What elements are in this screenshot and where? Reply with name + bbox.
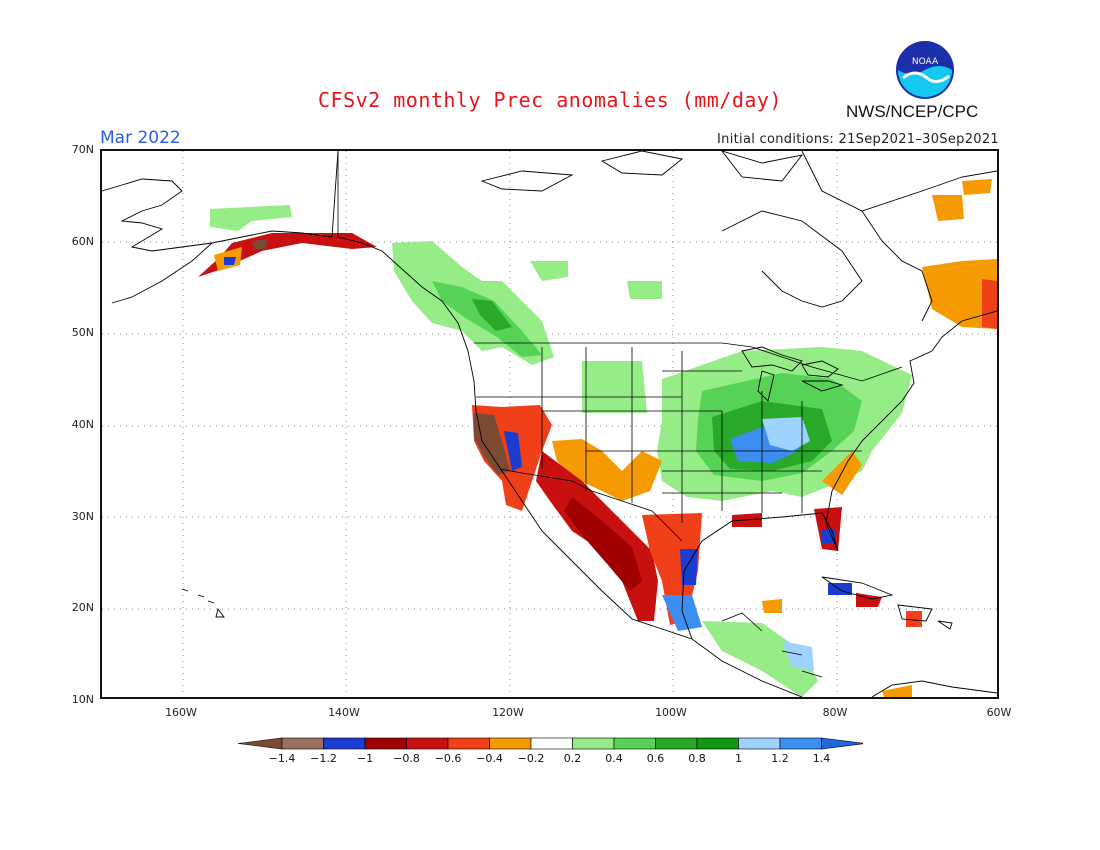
lat-label-70n: 70N [71,143,94,156]
colorbar-tick-label: −0.4 [476,752,503,765]
colorbar-tick-label: −1.4 [268,752,296,765]
colorbar-swatch [779,737,822,750]
colorbar-swatch [613,737,656,750]
colorbar-tick-label: −0.2 [517,752,545,765]
colorbar-tick-label: 1.2 [771,752,789,765]
anomaly-california-brown [474,413,510,475]
chart-title: CFSv2 monthly Prec anomalies (mm/day) [317,88,783,112]
agency-label: NWS/NCEP/CPC [846,102,979,121]
anomaly-alaska-coast-dry [198,233,377,277]
anomaly-california-blue [504,431,522,471]
lat-label-40n: 40N [71,418,94,431]
noaa-logo-text: NOAA [912,57,939,67]
colorbar-tick-label: −0.6 [434,752,462,765]
colorbar-tick-label: 1 [735,752,742,765]
colorbar-tick-label: −1.2 [310,752,337,765]
anomaly-hispaniola-dry [906,611,922,627]
anomaly-southwest-dry [552,439,662,501]
anomaly-central-america-lightblue [782,641,814,671]
forecast-month: Mar 2022 [100,128,181,148]
anomaly-mexico-dark-dry [564,497,642,591]
lon-label-60w: 60W [986,706,1012,719]
colorbar-swatch [696,737,739,750]
colorbar-tick-label: −1 [356,752,374,765]
lat-label-10n: 10N [71,693,94,706]
colorbar-swatch [281,737,324,750]
anomaly-atlantic-red [982,279,997,329]
colorbar-swatch [489,737,532,750]
colorbar-tick-label: −0.8 [393,752,420,765]
anomaly-bc-wet-dark [472,299,512,331]
colorbar-swatch [738,737,781,750]
anomaly-alaska-blue [224,257,236,265]
colorbar-swatch [447,737,490,750]
lat-label-50n: 50N [71,326,94,339]
anomaly-field [198,179,997,697]
lon-label-120w: 120W [492,706,524,719]
anomaly-alaska-wet [210,205,292,231]
colorbar-swatch [406,737,449,750]
anomaly-mexico-blue [662,595,702,631]
anomaly-canada-patch2 [627,281,662,299]
colorbar-arrow-high [821,737,863,750]
anomaly-central-america-wet [702,621,818,697]
colorbar-tick-label: 0.8 [688,752,706,765]
colorbar-swatch [530,737,573,750]
anomaly-yucatan-dry [762,599,782,613]
anomaly-cuba-dry [856,593,882,607]
map-panel [100,149,999,699]
political-borders [337,151,903,678]
lat-label-20n: 20N [71,601,94,614]
colorbar-tick-label: 0.6 [646,752,665,765]
colorbar-swatch [364,737,407,750]
anomaly-texas-blue [680,549,698,585]
anomaly-plains-wet [582,361,647,413]
colorbar-swatch [323,737,366,750]
lon-label-100w: 100W [655,706,687,719]
anomaly-baffin-dry [962,179,992,195]
initial-conditions: Initial conditions: 21Sep2021–30Sep2021 [717,132,999,147]
anomaly-south-america-dry [882,685,912,697]
colorbar-tick-label: 0.2 [563,752,582,765]
anomaly-ohio-valley-lightblue [762,417,810,451]
anomaly-canada-patch [530,261,568,281]
noaa-logo: NOAA [896,41,954,99]
map-canvas [102,151,997,697]
colorbar-tick-label: 1.4 [812,752,831,765]
colorbar-swatch [572,737,615,750]
anomaly-cuba-blue [828,583,852,595]
anomaly-alaska-brown [252,239,268,249]
coastlines [102,151,997,697]
lat-label-30n: 30N [71,510,94,523]
anomaly-labrador-dry [932,195,964,221]
lon-label-140w: 140W [328,706,360,719]
lat-label-60n: 60N [71,235,94,248]
anomaly-quebec-dry [922,259,997,329]
colorbar-arrow-low [238,737,283,750]
lon-label-80w: 80W [822,706,848,719]
colorbar-swatch [655,737,698,750]
colorbar-tick-label: 0.4 [605,752,623,765]
colorbar [238,737,863,750]
lon-label-160w: 160W [165,706,197,719]
